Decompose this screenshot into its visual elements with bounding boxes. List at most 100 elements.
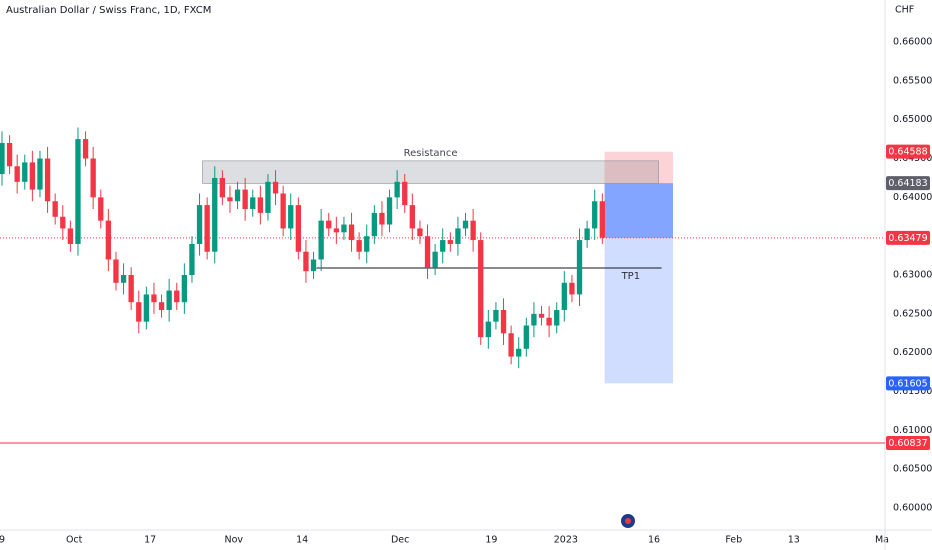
stop-zone — [604, 151, 673, 184]
candle-body — [60, 216, 66, 229]
flag-icon — [621, 514, 635, 528]
candle — [554, 302, 560, 334]
candle — [386, 189, 393, 233]
candle — [136, 290, 142, 334]
price-label: 0.63479 — [888, 233, 927, 244]
candle — [341, 216, 347, 241]
candle-body — [599, 201, 605, 238]
candle-body — [531, 313, 537, 326]
candle — [196, 193, 203, 256]
candle — [75, 127, 81, 256]
candle — [326, 212, 332, 237]
candle — [462, 212, 469, 237]
candle — [508, 325, 514, 365]
candle — [569, 275, 575, 303]
candle — [120, 263, 127, 295]
candle-body — [265, 181, 271, 213]
y-tick-label: 0.62500 — [893, 308, 932, 319]
candle-body — [90, 158, 96, 198]
candle — [318, 209, 324, 272]
y-tick-label: 0.60000 — [893, 503, 932, 514]
y-tick-label: 0.63000 — [893, 270, 932, 281]
candle — [90, 146, 96, 210]
candle-body — [181, 275, 188, 303]
candle-body — [500, 309, 507, 334]
candle-body — [303, 251, 309, 272]
candle — [364, 224, 370, 264]
candle-body — [0, 142, 5, 175]
candle — [0, 131, 5, 186]
candle-body — [447, 240, 453, 244]
candle — [52, 193, 58, 225]
candle — [455, 216, 461, 256]
candle — [44, 146, 51, 213]
candle-body — [113, 259, 119, 283]
candle — [6, 135, 13, 175]
candle — [538, 306, 545, 326]
candle — [493, 302, 499, 330]
candle-body — [371, 212, 377, 237]
candle-body — [592, 201, 598, 229]
candle-body — [227, 197, 233, 202]
candle — [432, 243, 438, 276]
candle — [303, 240, 309, 283]
price-label-bg — [886, 230, 930, 245]
candle-body — [242, 189, 248, 210]
candle — [348, 212, 355, 252]
candle-body — [37, 158, 43, 190]
candle-body — [546, 317, 552, 326]
candle-body — [523, 325, 529, 349]
candle-body — [6, 142, 13, 167]
candle — [531, 302, 537, 338]
candle-body — [67, 228, 74, 244]
candle — [151, 282, 157, 314]
candle-body — [174, 290, 180, 303]
candle-body — [432, 251, 438, 268]
candle — [67, 220, 74, 252]
candle-body — [22, 162, 28, 182]
candle — [204, 197, 210, 260]
x-tick-label: 16 — [648, 535, 660, 546]
candle-body — [212, 177, 218, 252]
candle-body — [44, 158, 51, 202]
x-tick-label: 17 — [144, 535, 156, 546]
candle-body — [128, 275, 134, 303]
candle — [14, 154, 20, 194]
x-tick-label: Nov — [224, 535, 243, 546]
candle-body — [554, 309, 560, 326]
candle-body — [402, 181, 408, 206]
candle-body — [14, 166, 20, 182]
candle-body — [417, 228, 423, 237]
candle-body — [538, 313, 545, 318]
x-tick-label: Ma — [875, 535, 889, 546]
x-tick-label: Oct — [66, 535, 83, 546]
target-zone — [604, 183, 673, 384]
x-tick-label: 13 — [788, 535, 800, 546]
candle — [212, 166, 218, 264]
candle-body — [143, 294, 150, 322]
candle-body — [29, 162, 36, 190]
candle — [546, 306, 552, 338]
price-label-bg — [886, 144, 930, 159]
candle-body — [151, 294, 157, 303]
candle — [242, 177, 248, 221]
candle — [37, 150, 43, 198]
candle — [409, 193, 415, 241]
profit-zone — [604, 183, 673, 238]
candle-body — [105, 220, 112, 260]
candle — [310, 251, 317, 279]
candle-body — [52, 201, 58, 217]
candle — [447, 232, 453, 252]
candle — [174, 282, 180, 310]
candle — [576, 228, 583, 307]
candle — [561, 271, 567, 322]
candle — [523, 317, 529, 357]
y-tick-label: 0.61500 — [893, 386, 932, 397]
y-tick-label: 0.62000 — [893, 347, 932, 358]
candle — [379, 201, 385, 237]
candle-body — [341, 224, 347, 233]
candle-body — [189, 243, 195, 276]
y-tick-label: 0.65000 — [893, 114, 932, 125]
candle — [424, 224, 431, 279]
